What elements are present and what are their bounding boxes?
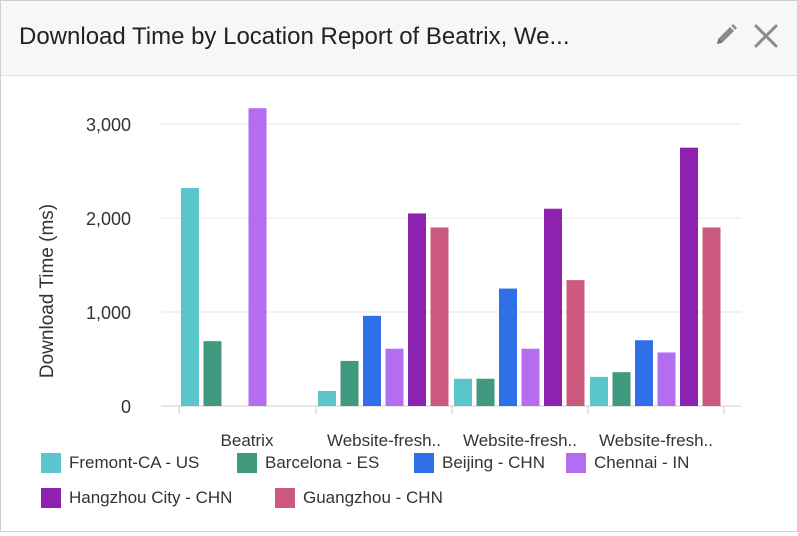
y-tick-label: 1,000: [86, 303, 131, 323]
bar-chart: 0 1,000 2,000 3,000 Download Time (ms) Beatri…: [37, 108, 741, 450]
legend-item[interactable]: Barcelona - ES: [237, 452, 379, 474]
bar[interactable]: [680, 147, 698, 406]
legend-swatch: [41, 453, 61, 473]
bar[interactable]: [385, 348, 404, 406]
bar[interactable]: [590, 376, 608, 406]
legend-item[interactable]: Fremont-CA - US: [41, 452, 199, 474]
bar[interactable]: [566, 280, 585, 406]
bar[interactable]: [635, 340, 653, 406]
legend-label: Guangzhou - CHN: [303, 488, 443, 507]
y-axis-label: Download Time (ms): [37, 204, 58, 378]
legend-item[interactable]: Beijing - CHN: [414, 452, 545, 474]
pencil-icon: [717, 24, 737, 44]
bar[interactable]: [203, 341, 222, 406]
bar[interactable]: [702, 227, 721, 406]
x-tick-label: Website-fresh..: [463, 431, 577, 450]
legend-item[interactable]: Chennai - IN: [566, 452, 689, 474]
y-tick-label: 3,000: [86, 115, 131, 135]
legend-swatch: [41, 488, 61, 508]
bar[interactable]: [318, 390, 336, 406]
legend-label: Beijing - CHN: [442, 453, 545, 472]
widget-header: Download Time by Location Report of Beat…: [1, 1, 797, 76]
y-tick-label: 0: [121, 397, 131, 417]
legend-label: Hangzhou City - CHN: [69, 488, 233, 507]
bar[interactable]: [521, 348, 540, 406]
close-icon: [754, 24, 778, 48]
legend-swatch: [275, 488, 295, 508]
legend-item[interactable]: Guangzhou - CHN: [275, 487, 443, 509]
x-tick-label: Website-fresh..: [599, 431, 713, 450]
bar[interactable]: [408, 213, 426, 406]
bar[interactable]: [454, 378, 472, 406]
bar[interactable]: [476, 378, 495, 406]
bar[interactable]: [363, 315, 381, 406]
close-button[interactable]: [751, 21, 781, 51]
legend-swatch: [566, 453, 586, 473]
x-tick-label: Website-fresh..: [327, 431, 441, 450]
bar[interactable]: [181, 188, 199, 406]
chart-area: 0 1,000 2,000 3,000 Download Time (ms) Beatri…: [1, 76, 797, 531]
edit-button[interactable]: [711, 21, 741, 51]
bar[interactable]: [499, 288, 517, 406]
legend-item[interactable]: Hangzhou City - CHN: [41, 487, 232, 509]
bar[interactable]: [544, 208, 562, 406]
y-tick-label: 2,000: [86, 209, 131, 229]
legend-swatch: [237, 453, 257, 473]
legend-label: Chennai - IN: [594, 453, 690, 472]
bar[interactable]: [248, 108, 267, 406]
bar[interactable]: [657, 352, 676, 406]
bar[interactable]: [430, 227, 449, 406]
bar[interactable]: [612, 372, 631, 406]
legend-label: Barcelona - ES: [265, 453, 380, 472]
legend-label: Fremont-CA - US: [69, 453, 200, 472]
legend-swatch: [414, 453, 434, 473]
x-tick-label: Beatrix: [221, 431, 274, 450]
widget-title: Download Time by Location Report of Beat…: [19, 23, 570, 50]
bar[interactable]: [340, 360, 359, 406]
